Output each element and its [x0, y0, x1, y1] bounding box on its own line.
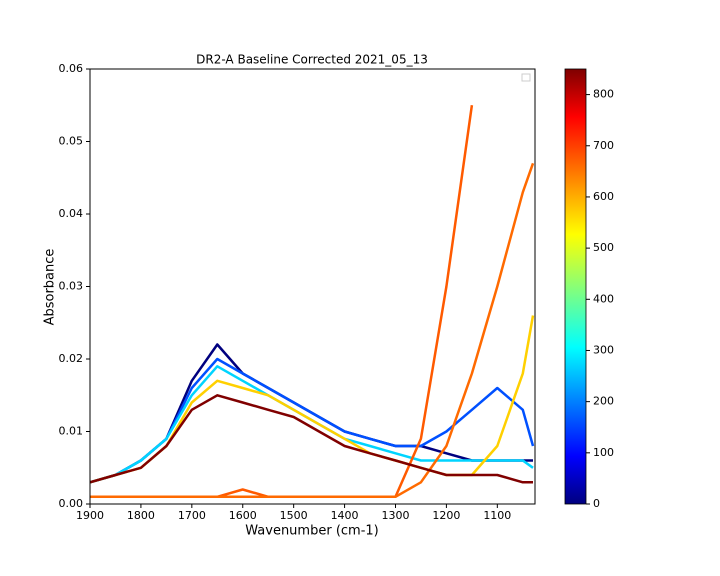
- spectrum-line: [90, 394, 533, 484]
- colorbar-tick-label: 400: [593, 292, 614, 305]
- x-tick-label: 1500: [280, 509, 308, 522]
- y-tick-label: 0.05: [59, 135, 84, 148]
- colorbar-tick-label: 700: [593, 139, 614, 152]
- x-tick-label: 1100: [483, 509, 511, 522]
- y-tick-label: 0.03: [59, 280, 84, 293]
- spectrum-line: [90, 162, 535, 499]
- colorbar-tick-label: 100: [593, 446, 614, 459]
- spectrum-line: [90, 315, 535, 484]
- y-tick-label: 0.04: [59, 207, 84, 220]
- y-tick-label: 0.01: [59, 425, 84, 438]
- y-axis-label: Absorbance: [43, 249, 58, 326]
- colorbar-tick-label: 300: [593, 343, 614, 356]
- y-tick-label: 0.02: [59, 352, 84, 365]
- colorbar-tick-label: 600: [593, 190, 614, 203]
- colorbar: [564, 68, 587, 505]
- x-tick-label: 1800: [127, 509, 155, 522]
- x-tick-label: 1300: [381, 509, 409, 522]
- colorbar-tick-label: 200: [593, 395, 614, 408]
- colorbar-tick-label: 0: [593, 497, 600, 510]
- x-tick-label: 1900: [76, 509, 104, 522]
- y-tick-label: 0.06: [59, 62, 84, 75]
- x-tick-label: 1400: [331, 509, 359, 522]
- x-tick-label: 1600: [229, 509, 257, 522]
- chart-title: DR2-A Baseline Corrected 2021_05_13: [196, 53, 428, 67]
- x-tick-label: 1700: [178, 509, 206, 522]
- colorbar-tick-label: 800: [593, 88, 614, 101]
- colorbar-tick-label: 500: [593, 241, 614, 254]
- x-tick-label: 1200: [432, 509, 460, 522]
- spectrum-line: [90, 105, 474, 499]
- spectrum-line: [90, 365, 534, 484]
- plot-lines: [90, 105, 535, 499]
- legend-box: [521, 73, 531, 82]
- x-axis-label: Wavenumber (cm-1): [245, 524, 378, 539]
- y-tick-label: 0.00: [59, 497, 84, 510]
